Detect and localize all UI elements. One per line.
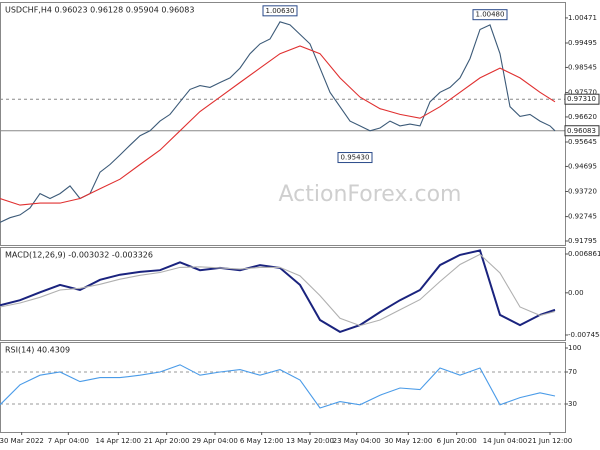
- x-tick-label: 29 Apr 04:00: [192, 437, 238, 445]
- y-tick-label: 0.91795: [568, 237, 597, 245]
- x-tick-label: 21 Jun 12:00: [528, 437, 572, 445]
- level-label-box: [564, 93, 600, 105]
- level-label: 0.97310: [567, 95, 596, 103]
- y-tick-label: 0.94695: [568, 162, 597, 170]
- level-label-box: [564, 125, 600, 137]
- panel-frame: [0, 247, 566, 341]
- y-tick-label: 0.92745: [568, 213, 597, 221]
- y-tick-label: 0.006861: [568, 250, 600, 258]
- y-tick-label: 30: [568, 400, 577, 408]
- annotation-label: 1.00630: [266, 7, 295, 15]
- x-tick-label: 6 May 12:00: [240, 437, 284, 445]
- y-tick-label: 0.99495: [568, 39, 597, 47]
- panel-title: RSI(14) 40.4309: [5, 346, 70, 355]
- annotation-label: 0.95430: [341, 154, 370, 162]
- annotation-box: [472, 9, 508, 21]
- x-tick-label: 7 Apr 04:00: [48, 437, 89, 445]
- series-line: [0, 364, 556, 409]
- x-tick-label: 14 Apr 12:00: [96, 437, 142, 445]
- x-tick-label: 13 May 20:00: [286, 437, 334, 445]
- annotation-box: [262, 5, 298, 17]
- y-tick-label: -0.007454: [568, 331, 600, 339]
- series-line: [0, 21, 556, 223]
- x-tick-label: 30 May 12:00: [384, 437, 432, 445]
- x-tick-label: 21 Apr 20:00: [144, 437, 190, 445]
- y-tick-label: 1.00471: [568, 14, 597, 22]
- level-label: 0.96083: [567, 127, 596, 135]
- series-line: [0, 253, 556, 327]
- annotation-label: 1.00480: [476, 11, 505, 19]
- annotation-box: [337, 152, 373, 164]
- series-line: [0, 45, 556, 206]
- y-tick-label: 70: [568, 368, 577, 376]
- y-tick-label: 100: [568, 344, 581, 352]
- y-tick-label: 0.93720: [568, 188, 597, 196]
- x-tick-label: 14 Jun 04:00: [483, 437, 527, 445]
- x-tick-label: 23 May 04:00: [333, 437, 381, 445]
- panel-frame: [0, 342, 566, 433]
- y-tick-label: 0.95645: [568, 138, 597, 146]
- y-tick-label: 0.96620: [568, 113, 597, 121]
- panel-title: MACD(12,26,9) -0.003032 -0.003326: [5, 251, 153, 260]
- x-tick-label: 30 Mar 2022: [0, 437, 44, 445]
- y-tick-label: 0.98545: [568, 63, 597, 71]
- x-tick-label: 6 Jun 20:00: [437, 437, 477, 445]
- y-tick-label: 0.00: [568, 289, 584, 297]
- panel-title: USDCHF,H4 0.96023 0.96128 0.95904 0.9608…: [5, 6, 194, 15]
- y-tick-label: 0.97570: [568, 89, 597, 97]
- watermark: ActionForex.com: [279, 182, 462, 207]
- panel-frame: [0, 2, 566, 246]
